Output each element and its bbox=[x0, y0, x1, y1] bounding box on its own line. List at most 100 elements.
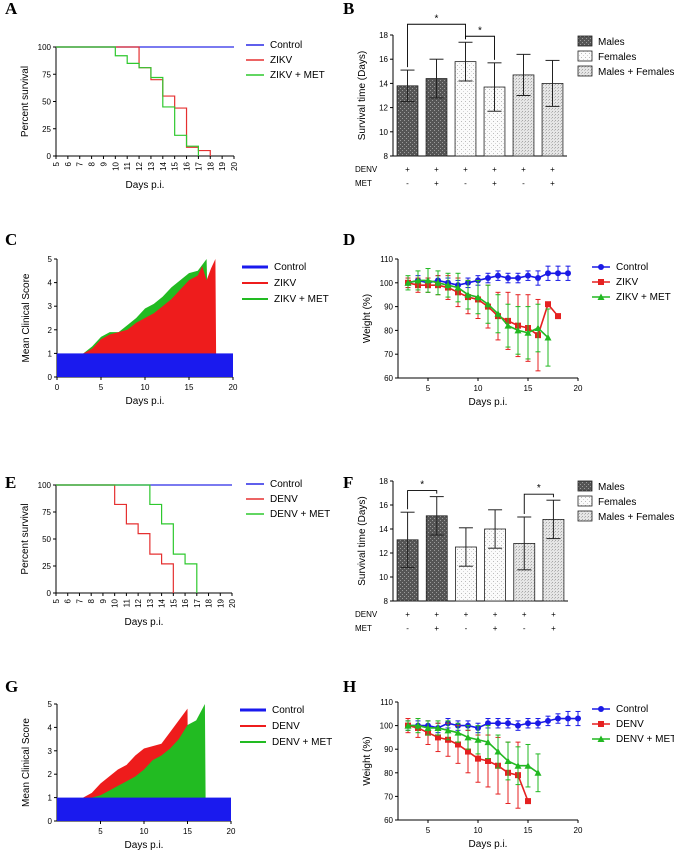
y-tick-label: 100 bbox=[38, 481, 52, 490]
y-tick-label: 25 bbox=[42, 125, 51, 134]
y-tick-label: 80 bbox=[384, 326, 393, 335]
data-point bbox=[485, 758, 491, 764]
y-tick-label: 70 bbox=[384, 792, 393, 801]
legend-label: Control bbox=[270, 479, 302, 490]
x-tick-label: 20 bbox=[574, 826, 583, 835]
data-point bbox=[535, 720, 541, 727]
data-point bbox=[575, 715, 581, 722]
x-tick-label: 19 bbox=[216, 598, 225, 607]
legend-label: Females bbox=[598, 497, 636, 508]
data-point bbox=[515, 275, 521, 282]
data-point bbox=[524, 329, 532, 336]
y-tick-label: 1 bbox=[48, 349, 53, 358]
data-point bbox=[515, 722, 521, 729]
legend-label: Control bbox=[616, 262, 648, 273]
data-point bbox=[484, 738, 492, 746]
y-tick-label: 100 bbox=[38, 43, 52, 52]
panel-label: B bbox=[343, 0, 354, 18]
legend-label: Control bbox=[272, 705, 304, 716]
data-point bbox=[444, 281, 452, 289]
data-point bbox=[404, 722, 412, 729]
y-tick-label: 110 bbox=[380, 698, 393, 707]
x-tick-label: 12 bbox=[135, 161, 144, 170]
data-point bbox=[474, 293, 482, 301]
y-tick-label: 60 bbox=[384, 816, 393, 825]
x-tick-label: 20 bbox=[574, 384, 583, 393]
table-row-label: DENV bbox=[355, 610, 378, 619]
y-tick-label: 16 bbox=[379, 501, 388, 510]
x-tick-label: 15 bbox=[185, 383, 194, 392]
data-point bbox=[525, 272, 531, 279]
y-axis-label: Survival time (Days) bbox=[357, 51, 368, 140]
table-cell: + bbox=[464, 610, 469, 619]
data-point bbox=[414, 722, 422, 729]
data-point bbox=[504, 322, 512, 329]
table-cell: + bbox=[434, 624, 439, 633]
y-tick-label: 90 bbox=[384, 303, 393, 312]
data-point bbox=[404, 279, 412, 286]
legend-label: Control bbox=[270, 40, 302, 51]
y-tick-label: 3 bbox=[48, 302, 53, 311]
x-tick-label: 7 bbox=[75, 598, 84, 603]
data-point bbox=[434, 724, 442, 731]
legend-label: ZIKV bbox=[274, 278, 297, 289]
data-point bbox=[534, 769, 542, 776]
legend-label: Males bbox=[598, 482, 625, 493]
x-tick-label: 12 bbox=[134, 598, 143, 607]
x-tick-label: 8 bbox=[87, 598, 96, 603]
table-row-label: MET bbox=[355, 179, 372, 188]
y-axis-label: Weight (%) bbox=[362, 294, 373, 343]
legend-label: Control bbox=[616, 704, 648, 715]
data-point bbox=[544, 334, 552, 341]
y-axis-label: Percent survival bbox=[20, 503, 31, 574]
table-cell: + bbox=[493, 624, 498, 633]
y-tick-label: 100 bbox=[380, 279, 394, 288]
legend-label: DENV bbox=[270, 494, 298, 505]
series-line bbox=[56, 46, 199, 156]
y-tick-label: 3 bbox=[48, 747, 53, 756]
legend-label: Males bbox=[598, 37, 625, 48]
series-line bbox=[56, 484, 174, 593]
y-tick-label: 0 bbox=[48, 373, 53, 382]
y-tick-label: 50 bbox=[42, 535, 51, 544]
x-tick-label: 15 bbox=[169, 598, 178, 607]
table-cell: - bbox=[465, 624, 468, 633]
x-tick-label: 17 bbox=[194, 161, 203, 170]
y-tick-label: 75 bbox=[42, 508, 51, 517]
x-tick-label: 20 bbox=[228, 598, 237, 607]
panel-c: C 0 1 2 3 4 5 Mean Clinical Score 0 5 10 15 20 Days p… bbox=[5, 230, 329, 407]
x-tick-label: 20 bbox=[230, 161, 239, 170]
x-tick-label: 9 bbox=[99, 598, 108, 603]
data-point bbox=[525, 720, 531, 727]
legend-label: ZIKV + MET bbox=[270, 70, 325, 81]
y-tick-label: 25 bbox=[42, 562, 51, 571]
legend-swatch bbox=[577, 35, 593, 47]
data-point bbox=[485, 720, 491, 727]
panel-f: F 8 10 12 14 16 18 Survival time (Days) * * DENV + +… bbox=[343, 473, 674, 633]
x-tick-label: 13 bbox=[146, 598, 155, 607]
data-point bbox=[545, 301, 551, 308]
y-tick-label: 60 bbox=[384, 374, 393, 383]
x-tick-label: 16 bbox=[183, 161, 192, 170]
y-tick-label: 5 bbox=[48, 700, 53, 709]
legend-swatch bbox=[577, 495, 593, 507]
data-point bbox=[494, 310, 502, 317]
data-point bbox=[474, 736, 482, 743]
y-tick-label: 0 bbox=[47, 152, 52, 161]
x-tick-label: 13 bbox=[147, 161, 156, 170]
data-point bbox=[424, 276, 432, 284]
y-tick-label: 18 bbox=[379, 477, 388, 486]
significance-bracket bbox=[523, 493, 554, 514]
x-tick-label: 18 bbox=[206, 161, 215, 170]
x-tick-label: 5 bbox=[98, 827, 103, 836]
y-tick-label: 2 bbox=[48, 326, 53, 335]
area-series bbox=[83, 259, 217, 377]
x-tick-label: 19 bbox=[218, 161, 227, 170]
x-tick-label: 6 bbox=[64, 598, 73, 603]
table-cell: + bbox=[493, 610, 498, 619]
x-tick-label: 15 bbox=[524, 826, 533, 835]
x-tick-label: 7 bbox=[76, 161, 85, 166]
x-tick-label: 18 bbox=[205, 598, 214, 607]
x-tick-label: 10 bbox=[141, 383, 150, 392]
table-cell: + bbox=[550, 179, 555, 188]
